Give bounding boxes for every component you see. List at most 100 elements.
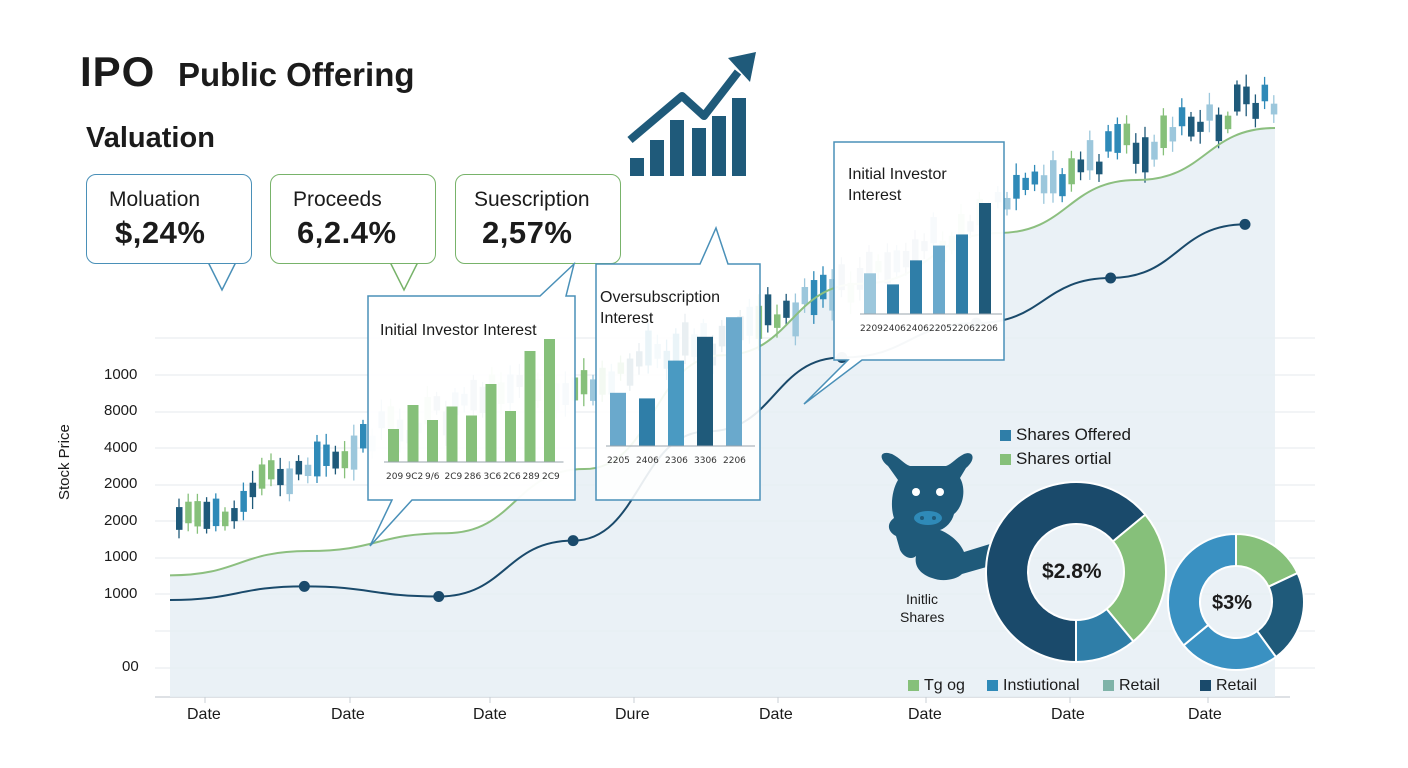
initial-interest-bars bbox=[384, 339, 564, 463]
candle-body bbox=[1261, 84, 1269, 102]
y-tick: 8000 bbox=[104, 402, 138, 419]
y-tick: 2000 bbox=[104, 512, 138, 529]
bar bbox=[933, 245, 945, 314]
bar-tick-label: 3306 bbox=[694, 456, 717, 466]
candle-body bbox=[1132, 142, 1140, 164]
candle-body bbox=[580, 370, 588, 395]
candle-body bbox=[1086, 140, 1094, 171]
candle-body bbox=[1031, 171, 1039, 185]
bar bbox=[956, 234, 968, 314]
candle-body bbox=[1123, 123, 1131, 146]
bar-tick-label: 9C2 bbox=[405, 472, 424, 482]
legend-swatch bbox=[908, 680, 919, 691]
bar-tick-label: 2C9 bbox=[444, 472, 463, 482]
valuation-card-label: Moluation bbox=[109, 188, 201, 211]
price-point bbox=[1105, 272, 1117, 284]
bar bbox=[505, 411, 516, 462]
donut-slice bbox=[985, 481, 1147, 664]
bull-label-line2: Shares bbox=[900, 609, 945, 625]
candle-body bbox=[774, 314, 781, 328]
candle-body bbox=[323, 444, 330, 466]
bar bbox=[407, 405, 419, 462]
candle-body bbox=[801, 287, 809, 305]
candle-body bbox=[1270, 103, 1278, 115]
x-tick: Date bbox=[908, 706, 942, 723]
bar-tick-label: 3C6 bbox=[483, 472, 502, 482]
candle-body bbox=[590, 379, 597, 401]
candle-body bbox=[268, 460, 275, 480]
bar bbox=[524, 351, 536, 462]
y-tick: 1000 bbox=[104, 585, 138, 602]
y-tick: 00 bbox=[122, 658, 139, 675]
bar-tick-label: 209 bbox=[386, 472, 404, 482]
candle-body bbox=[1243, 86, 1250, 105]
candle-body bbox=[764, 294, 772, 326]
candle-body bbox=[1059, 174, 1066, 197]
bar-tick-label: 2206 bbox=[952, 324, 975, 334]
bottom-legend-item: Retail bbox=[1200, 677, 1257, 695]
candle-body bbox=[314, 441, 321, 477]
candle-body bbox=[341, 451, 349, 469]
donut-slice bbox=[1075, 607, 1135, 664]
candle-body bbox=[1215, 114, 1223, 142]
candle-body bbox=[1169, 127, 1177, 142]
candle-body bbox=[360, 424, 367, 449]
bar bbox=[466, 415, 477, 462]
bull-label: Initlic Shares bbox=[900, 590, 944, 626]
valuation-card: Moluation $,24% bbox=[86, 174, 252, 264]
candle-body bbox=[1050, 160, 1057, 194]
bar bbox=[864, 273, 876, 314]
legend-swatch bbox=[1000, 430, 1011, 441]
bar-tick-label: 2406 bbox=[906, 324, 929, 334]
candle-body bbox=[222, 511, 229, 527]
initial-interest-title-right: Initial Investor Interest bbox=[848, 166, 947, 204]
legend-swatch bbox=[1200, 680, 1211, 691]
price-point bbox=[567, 535, 579, 547]
bar-tick-label: 2406 bbox=[883, 324, 906, 334]
bar bbox=[544, 339, 555, 462]
x-tick: Date bbox=[759, 706, 793, 723]
oversubscription-bars bbox=[606, 317, 755, 447]
bottom-legend-item: Tg og bbox=[908, 677, 965, 695]
legend-label: Retail bbox=[1119, 677, 1160, 694]
oversubscription-title: Oversubscription Interest bbox=[600, 289, 721, 327]
bar-tick-label: 2209 bbox=[860, 324, 883, 334]
candle-body bbox=[304, 464, 312, 477]
bull-label-line1: Initlic bbox=[906, 591, 938, 607]
bar-tick-label: 286 bbox=[464, 472, 482, 482]
proceeds-card: Proceeds 6,2.4% bbox=[270, 174, 436, 264]
candle-body bbox=[792, 302, 799, 337]
price-point bbox=[433, 591, 445, 603]
proceeds-card-value: 6,2.4% bbox=[297, 215, 397, 250]
y-tick: 4000 bbox=[104, 439, 138, 456]
donut-center-label-small: $3% bbox=[1212, 592, 1253, 614]
bar bbox=[427, 420, 438, 462]
donut-legend-item: Shares Offered bbox=[1000, 425, 1131, 445]
subscription-card: Suescription 2,57% bbox=[455, 174, 621, 264]
price-point bbox=[1239, 218, 1251, 230]
candle-body bbox=[277, 468, 284, 486]
candle-body bbox=[1114, 124, 1121, 153]
bar-tick-label: 2206 bbox=[723, 456, 746, 466]
candle-body bbox=[820, 274, 827, 300]
bar-tick-label: 2205 bbox=[607, 456, 630, 466]
bar bbox=[887, 284, 899, 314]
legend-swatch bbox=[987, 680, 998, 691]
growth-chart-icon bbox=[627, 52, 756, 176]
bar-tick-label: 289 bbox=[522, 472, 540, 482]
x-tick: Date bbox=[187, 706, 221, 723]
candle-body bbox=[1178, 107, 1186, 127]
candle-body bbox=[1022, 177, 1029, 190]
candle-body bbox=[1252, 102, 1259, 119]
candle-body bbox=[295, 460, 303, 475]
bar-tick-label: 2406 bbox=[636, 456, 659, 466]
candle-body bbox=[1013, 174, 1020, 199]
candle-body bbox=[1068, 158, 1075, 185]
legend-label: Shares ortial bbox=[1016, 449, 1112, 468]
public-offering-title: Public Offering bbox=[178, 56, 415, 93]
x-tick: Date bbox=[331, 706, 365, 723]
legend-label: Instiutional bbox=[1003, 677, 1080, 694]
initial-interest-title: Initial Investor Interest bbox=[380, 322, 537, 339]
